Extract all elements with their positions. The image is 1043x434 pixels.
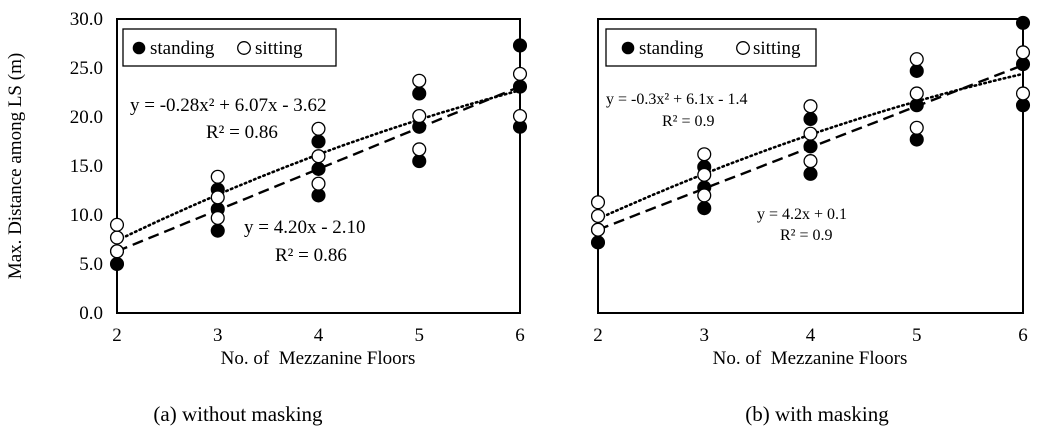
legend-label-standing-b: standing: [639, 38, 704, 59]
trend-equation-poly-b: y = -0.3x² + 6.1x - 1.4: [606, 91, 748, 108]
data-point-sitting: [909, 86, 924, 101]
trendline-linear: [116, 85, 521, 253]
data-point-standing: [311, 161, 326, 176]
data-point-standing: [697, 201, 712, 216]
x-tick-label: 4: [806, 325, 816, 346]
trend-equation-linear-a: y = 4.20x - 2.10: [244, 217, 366, 238]
caption-b: (b) with masking: [745, 402, 889, 426]
trend-equation-linear-b: y = 4.2x + 0.1: [757, 206, 847, 223]
x-axis-label-a: No. of Mezzanine Floors: [221, 348, 416, 369]
data-point-sitting: [109, 244, 125, 259]
data-point-sitting: [909, 52, 924, 67]
data-point-sitting: [412, 108, 427, 124]
data-point-standing: [909, 98, 924, 113]
data-point-standing: [1015, 98, 1031, 113]
data-point-sitting: [109, 217, 125, 232]
legend-marker-standing-b: [621, 41, 635, 55]
x-tick-label: 4: [314, 325, 324, 346]
data-point-sitting: [210, 210, 225, 225]
data-points-b: [590, 15, 1031, 250]
data-point-standing: [412, 154, 427, 169]
x-tick-label: 5: [415, 325, 425, 346]
data-point-sitting: [590, 222, 606, 237]
trend-r2-poly-a: R² = 0.86: [206, 122, 278, 143]
legend-label-standing-a: standing: [150, 38, 215, 59]
y-tick-label: 20.0: [70, 107, 103, 128]
y-tick-label: 10.0: [70, 205, 103, 226]
chart-panel-a: 0.0 5.0 10.0 15.0 20.0 25.0 30.0 2 3 4 5 6 standin…: [5, 9, 528, 426]
data-point-sitting: [512, 66, 528, 81]
y-tick-label: 15.0: [70, 156, 103, 177]
x-tick-label: 3: [700, 325, 710, 346]
data-point-sitting: [803, 99, 818, 114]
data-point-sitting: [210, 190, 225, 205]
data-point-sitting: [311, 176, 326, 191]
data-point-standing: [512, 79, 528, 94]
data-point-standing: [803, 139, 818, 154]
data-point-sitting: [590, 195, 606, 210]
y-tick-label: 0.0: [79, 303, 103, 324]
x-tick-label: 3: [213, 325, 223, 346]
legend-b: standing sitting: [605, 28, 817, 67]
trend-equation-poly-a: y = -0.28x² + 6.07x - 3.62: [130, 95, 327, 116]
y-tick-label: 5.0: [79, 254, 103, 275]
legend-box-b: [605, 28, 817, 67]
legend-label-sitting-a: sitting: [255, 38, 303, 59]
data-point-sitting: [1015, 86, 1031, 101]
data-point-sitting: [697, 147, 712, 162]
data-point-sitting: [311, 121, 326, 136]
x-tick-labels-a: 2 3 4 5 6: [112, 325, 525, 346]
trend-r2-poly-b: R² = 0.9: [662, 113, 715, 130]
data-point-sitting: [803, 126, 818, 141]
data-point-sitting: [1015, 45, 1031, 60]
data-point-standing: [311, 134, 326, 149]
trend-r2-linear-b: R² = 0.9: [780, 227, 833, 244]
x-tick-label: 2: [112, 325, 122, 346]
x-tick-label: 6: [515, 325, 525, 346]
legend-a: standing sitting: [122, 28, 337, 67]
legend-marker-sitting-a: [237, 41, 251, 55]
y-axis-label-a: Max. Distance among LS (m): [5, 53, 26, 279]
data-point-standing: [311, 188, 326, 203]
data-point-sitting: [909, 120, 924, 135]
data-point-sitting: [697, 188, 712, 203]
x-tick-labels-b: 2 3 4 5 6: [593, 325, 1028, 346]
data-point-standing: [1015, 57, 1031, 72]
x-axis-label-b: No. of Mezzanine Floors: [713, 348, 908, 369]
legend-marker-standing-a: [132, 41, 146, 55]
legend-box-a: [122, 28, 337, 67]
data-point-standing: [590, 235, 606, 250]
data-point-sitting: [512, 108, 528, 124]
data-point-sitting: [311, 149, 326, 164]
legend-marker-sitting-b: [736, 41, 750, 55]
data-point-sitting: [697, 167, 712, 182]
data-point-standing: [109, 256, 125, 272]
data-point-standing: [803, 166, 818, 181]
x-tick-label: 5: [912, 325, 922, 346]
y-tick-label: 25.0: [70, 58, 103, 79]
data-point-standing: [909, 132, 924, 147]
data-point-sitting: [803, 154, 818, 169]
data-point-standing: [210, 223, 225, 238]
data-point-standing: [803, 111, 818, 127]
data-point-standing: [412, 86, 427, 101]
data-point-standing: [1015, 15, 1031, 30]
data-point-sitting: [210, 169, 225, 184]
data-point-standing: [512, 38, 528, 53]
data-points-a: [109, 38, 528, 272]
data-point-sitting: [412, 73, 427, 88]
data-point-sitting: [412, 142, 427, 157]
data-point-standing: [909, 63, 924, 78]
chart-panel-b: 2 3 4 5 6 standing sitting y = -0.3x² + 6.1x…: [590, 15, 1031, 426]
caption-a: (a) without masking: [153, 402, 323, 426]
x-tick-label: 2: [593, 325, 603, 346]
y-tick-labels-a: 0.0 5.0 10.0 15.0 20.0 25.0 30.0: [70, 9, 103, 324]
trend-r2-linear-a: R² = 0.86: [275, 245, 347, 266]
x-tick-label: 6: [1018, 325, 1028, 346]
legend-label-sitting-b: sitting: [753, 38, 801, 59]
data-point-sitting: [590, 208, 606, 224]
y-tick-label: 30.0: [70, 9, 103, 30]
data-point-sitting: [109, 230, 125, 245]
